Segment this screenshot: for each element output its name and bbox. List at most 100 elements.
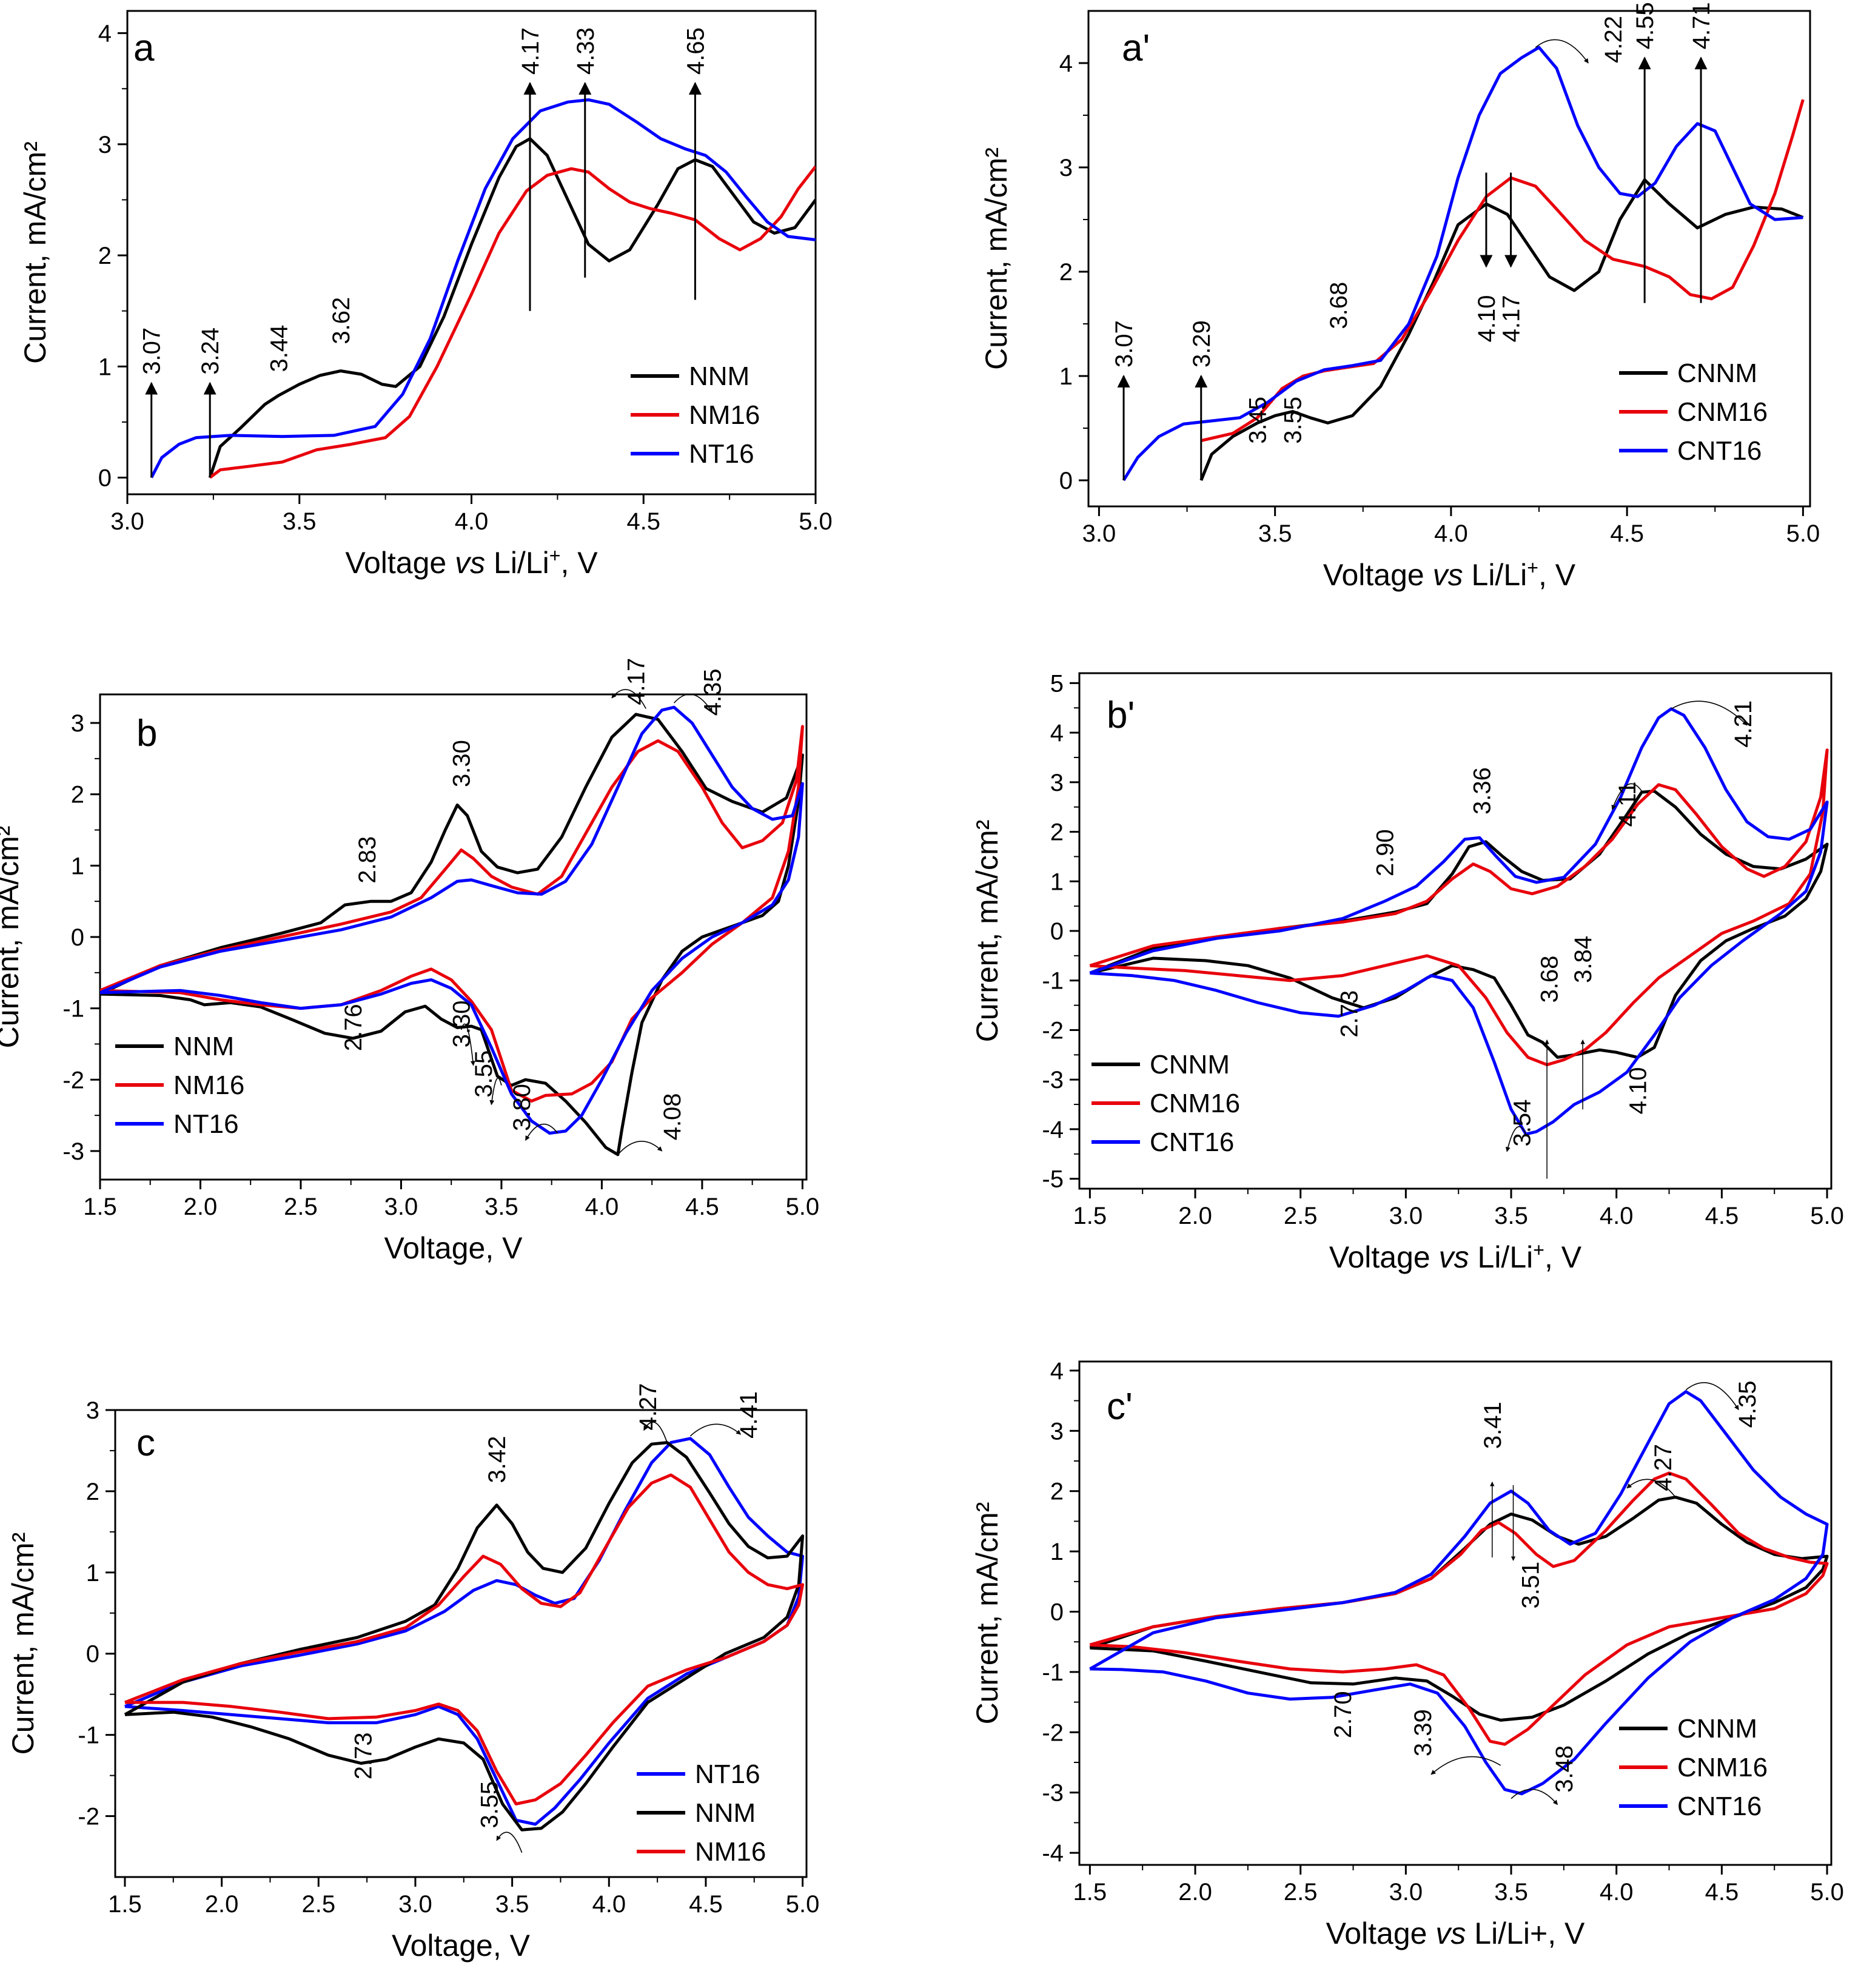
peak-label: 4.27 (635, 1383, 662, 1431)
series-line-cnt16 (1089, 1390, 1829, 1796)
x-tick-label: 5.0 (1786, 520, 1820, 547)
x-tick-label: 5.0 (799, 508, 833, 535)
y-tick-label: 2 (1050, 1479, 1064, 1505)
peak-label: 3.48 (1551, 1745, 1578, 1793)
peak-label: 4.17 (623, 658, 650, 705)
x-tick-label: 4.5 (1705, 1203, 1739, 1229)
peak-label: 2.83 (354, 836, 381, 884)
panel-letter: c (136, 1422, 155, 1464)
x-tick-label: 3.0 (110, 508, 144, 535)
chart-panel-c: 1.5 2.0 2.5 3.0 3.5 4.0 4.5 5.0 -2 -1 0 1 2 3 Voltage,… (6, 1383, 819, 1963)
curved-annotation-arrow (489, 1077, 502, 1106)
x-tick-label: 1.5 (108, 1891, 142, 1918)
x-tick-label: 1.5 (1073, 1879, 1107, 1906)
peak-label: 4.35 (699, 668, 726, 716)
curved-annotation-arrow (1685, 1382, 1739, 1411)
peak-label: 3.07 (139, 327, 166, 375)
y-tick-label: 4 (98, 21, 112, 47)
x-tick-label: 5.0 (1810, 1203, 1844, 1229)
chart-panel-c-prime: 1.5 2.0 2.5 3.0 3.5 4.0 4.5 5.0 -4 -3 -2 -1 0 1 2 3 4 Vol… (970, 1358, 1844, 1950)
legend-entry: CNNM (1677, 1714, 1757, 1744)
y-tick-label: 3 (1059, 155, 1073, 181)
legend-entry: CNM16 (1150, 1089, 1240, 1118)
x-tick-label: 2.0 (1178, 1203, 1212, 1229)
y-tick-label: -4 (1042, 1840, 1064, 1867)
y-tick-label: -4 (1042, 1117, 1064, 1143)
curved-annotation-arrow (673, 693, 713, 713)
legend-entry: NNM (173, 1032, 234, 1061)
x-tick-label: 3.5 (1258, 520, 1292, 547)
peak-label: 3.45 (1245, 397, 1272, 444)
x-axis-label: Voltage, V (392, 1929, 531, 1963)
peak-label: 3.62 (328, 297, 355, 344)
legend-entry: NT16 (695, 1759, 760, 1789)
y-axis-label: Current, mA/cm² (970, 820, 1004, 1043)
series-line-cnm16 (1089, 748, 1829, 1067)
peak-label: 4.10 (1474, 295, 1500, 343)
peak-label: 2.73 (1336, 990, 1363, 1038)
peak-label: 4.17 (517, 27, 544, 75)
series-line-nm16 (209, 165, 816, 479)
series-line-cnnm (1089, 790, 1829, 1059)
legend-entry: NT16 (689, 439, 754, 469)
legend-entry: CNNM (1677, 358, 1757, 388)
y-axis-label: Current, mA/cm² (18, 141, 52, 364)
y-tick-label: 0 (71, 924, 84, 951)
y-tick-label: 2 (98, 243, 112, 269)
peak-label: 3.68 (1326, 282, 1352, 329)
peak-label: 3.54 (1509, 1100, 1535, 1147)
y-tick-label: -1 (1042, 1659, 1064, 1686)
legend-entry: CNT16 (1150, 1127, 1234, 1157)
curved-annotation-arrow (525, 1123, 558, 1141)
x-tick-label: 5.0 (786, 1194, 820, 1220)
x-tick-label: 4.5 (626, 508, 660, 535)
x-tick-label: 4.5 (689, 1891, 723, 1918)
y-tick-label: 0 (98, 465, 112, 492)
x-tick-label: 2.0 (205, 1891, 239, 1918)
y-tick-label: -5 (1042, 1166, 1064, 1193)
peak-label: 3.51 (1517, 1562, 1544, 1609)
x-tick-label: 3.0 (384, 1194, 418, 1220)
x-tick-label: 5.0 (786, 1891, 820, 1918)
y-tick-label: 1 (71, 853, 84, 879)
chart-panel-b: 1.5 2.0 2.5 3.0 3.5 4.0 4.5 5.0 -3 -2 -1 0 1 2 3 Voltag… (0, 658, 819, 1265)
series-line-cnt16 (1089, 707, 1829, 1136)
curved-annotation-arrow (1535, 39, 1589, 64)
x-tick-label: 1.5 (1073, 1203, 1107, 1229)
peak-label: 3.36 (1469, 767, 1495, 814)
legend-entry: NM16 (695, 1837, 766, 1867)
x-axis-label: Voltage, V (384, 1231, 523, 1265)
legend-entry: CNM16 (1677, 397, 1768, 427)
x-tick-label: 2.5 (1284, 1203, 1318, 1229)
peak-label: 4.27 (1650, 1444, 1677, 1491)
y-tick-label: -2 (1042, 1017, 1064, 1044)
y-tick-label: 0 (1050, 1599, 1064, 1626)
curved-annotation-arrow (496, 1832, 523, 1853)
x-tick-label: 4.0 (592, 1891, 626, 1918)
peak-label: 2.70 (1330, 1691, 1356, 1738)
x-tick-label: 3.5 (1494, 1879, 1528, 1906)
x-tick-label: 3.0 (1389, 1879, 1423, 1906)
peak-label: 4.33 (572, 27, 599, 75)
y-axis-label: Current, mA/cm² (6, 1533, 40, 1755)
curved-annotation-arrow (689, 1423, 742, 1437)
y-tick-label: 4 (1050, 720, 1064, 747)
series-line-nm16 (124, 1473, 805, 1805)
x-tick-label: 4.5 (1610, 520, 1644, 547)
series-line-cnm16 (1201, 99, 1805, 443)
panel-letter: b (136, 713, 157, 754)
y-tick-label: 1 (86, 1560, 99, 1587)
curved-annotation-arrow (1626, 1479, 1676, 1498)
x-tick-label: 3.5 (1494, 1203, 1528, 1229)
y-tick-label: 1 (1050, 1539, 1064, 1565)
panel-letter: a (133, 27, 155, 69)
y-tick-label: 4 (1059, 50, 1073, 77)
legend-entry: NNM (689, 361, 749, 391)
x-axis-label: Voltage vs Li/Li+, V (1323, 557, 1576, 592)
y-tick-label: -3 (1042, 1780, 1064, 1807)
y-tick-label: -3 (62, 1138, 84, 1165)
peak-label: 3.68 (1537, 956, 1563, 1003)
y-axis-label: Current, mA/cm² (970, 1502, 1004, 1725)
series-line-nt16 (100, 705, 804, 1135)
peak-label: 4.10 (1625, 1067, 1651, 1115)
